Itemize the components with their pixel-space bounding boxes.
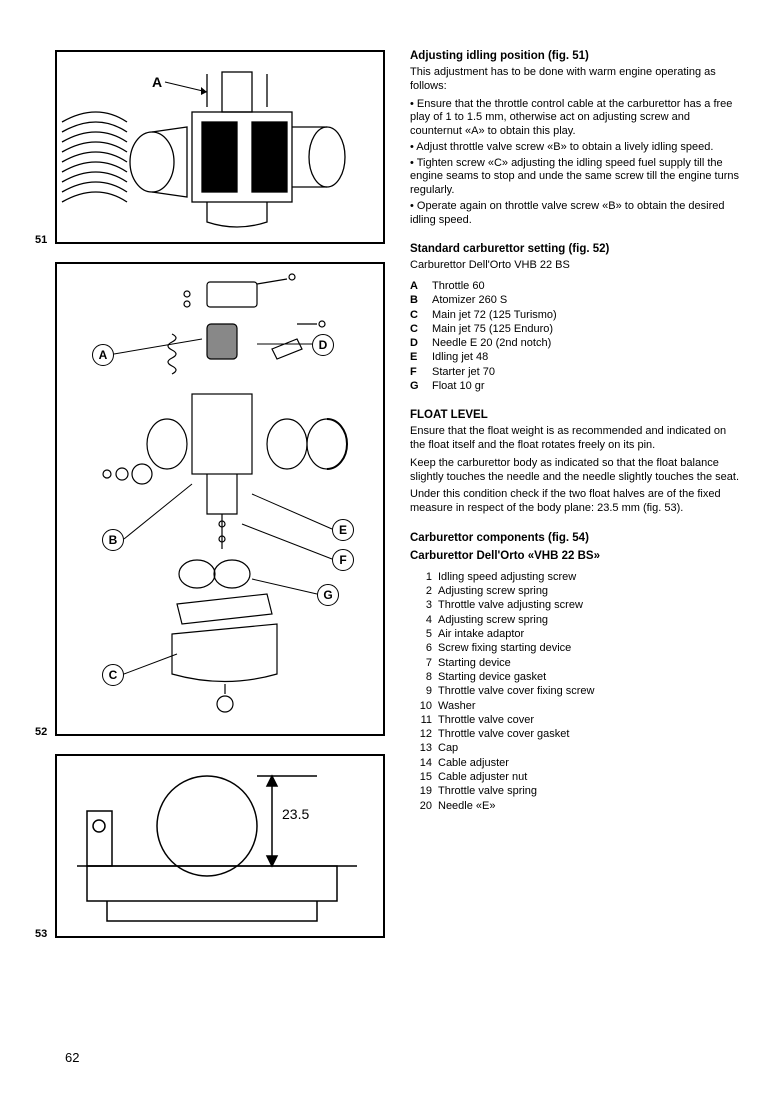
idling-bullet-4: • Operate again on throttle valve screw … (410, 200, 740, 228)
figures-column: 51 (55, 50, 385, 956)
idling-heading: Adjusting idling position (fig. 51) (410, 50, 740, 62)
text-column: Adjusting idling position (fig. 51) This… (410, 50, 740, 956)
figure-52-number: 52 (35, 726, 47, 738)
part-row: 8Starting device gasket (410, 670, 740, 684)
part-row: BAtomizer 260 S (410, 293, 740, 307)
standard-sub: Carburettor Dell'Orto VHB 22 BS (410, 259, 740, 273)
part-row: 1Idling speed adjusting screw (410, 570, 740, 584)
dimension-label: 23.5 (282, 806, 309, 822)
part-row: CMain jet 72 (125 Turismo) (410, 308, 740, 322)
float-level-icon (57, 756, 383, 932)
float-heading: FLOAT LEVEL (410, 409, 740, 421)
callout-g: G (317, 584, 339, 606)
manual-page: 51 (0, 0, 775, 986)
part-row: 13Cap (410, 741, 740, 755)
page-number: 62 (65, 1050, 79, 1065)
part-row: 5Air intake adaptor (410, 627, 740, 641)
part-row: 10Washer (410, 699, 740, 713)
standard-parts-list: AThrottle 60 BAtomizer 260 S CMain jet 7… (410, 279, 740, 393)
idling-bullet-1: • Ensure that the throttle control cable… (410, 98, 740, 139)
float-p3: Under this condition check if the two fl… (410, 488, 740, 516)
part-row: CMain jet 75 (125 Enduro) (410, 322, 740, 336)
idling-intro: This adjustment has to be done with warm… (410, 66, 740, 94)
part-row: 11Throttle valve cover (410, 713, 740, 727)
part-row: 19Throttle valve spring (410, 784, 740, 798)
part-row: 12Throttle valve cover gasket (410, 727, 740, 741)
callout-d: D (312, 334, 334, 356)
carburettor-side-icon: A (57, 52, 383, 238)
callout-f: F (332, 549, 354, 571)
section-standard: Standard carburettor setting (fig. 52) C… (410, 243, 740, 393)
part-row: 9Throttle valve cover fixing screw (410, 684, 740, 698)
figure-53-number: 53 (35, 928, 47, 940)
part-row: 20Needle «E» (410, 799, 740, 813)
part-row: 7Starting device (410, 656, 740, 670)
callout-b: B (102, 529, 124, 551)
figure-52: 52 (55, 262, 385, 736)
part-row: 15Cable adjuster nut (410, 770, 740, 784)
components-parts-list: 1Idling speed adjusting screw 2Adjusting… (410, 570, 740, 813)
section-components: Carburettor components (fig. 54) Carbure… (410, 532, 740, 813)
idling-bullet-2: • Adjust throttle valve screw «B» to obt… (410, 141, 740, 155)
part-row: FStarter jet 70 (410, 365, 740, 379)
part-row: 4Adjusting screw spring (410, 613, 740, 627)
part-row: 6Screw fixing starting device (410, 641, 740, 655)
callout-a: A (92, 344, 114, 366)
float-p1: Ensure that the float weight is as recom… (410, 425, 740, 453)
figure-51-number: 51 (35, 234, 47, 246)
section-float: FLOAT LEVEL Ensure that the float weight… (410, 409, 740, 516)
part-row: 14Cable adjuster (410, 756, 740, 770)
part-row: EIdling jet 48 (410, 350, 740, 364)
standard-heading: Standard carburettor setting (fig. 52) (410, 243, 740, 255)
components-heading: Carburettor components (fig. 54) (410, 532, 740, 544)
components-sub: Carburettor Dell'Orto «VHB 22 BS» (410, 550, 740, 562)
part-row: 2Adjusting screw spring (410, 584, 740, 598)
float-p2: Keep the carburettor body as indicated s… (410, 457, 740, 485)
callout-e: E (332, 519, 354, 541)
idling-bullet-3: • Tighten screw «C» adjusting the idling… (410, 157, 740, 198)
figure-51: 51 (55, 50, 385, 244)
part-row: AThrottle 60 (410, 279, 740, 293)
part-row: DNeedle E 20 (2nd notch) (410, 336, 740, 350)
callout-c: C (102, 664, 124, 686)
carburettor-exploded-icon (57, 264, 383, 730)
part-row: GFloat 10 gr (410, 379, 740, 393)
figure-51-label-a: A (152, 74, 162, 90)
part-row: 3Throttle valve adjusting screw (410, 598, 740, 612)
section-idling: Adjusting idling position (fig. 51) This… (410, 50, 740, 227)
figure-53: 53 23.5 (55, 754, 385, 938)
